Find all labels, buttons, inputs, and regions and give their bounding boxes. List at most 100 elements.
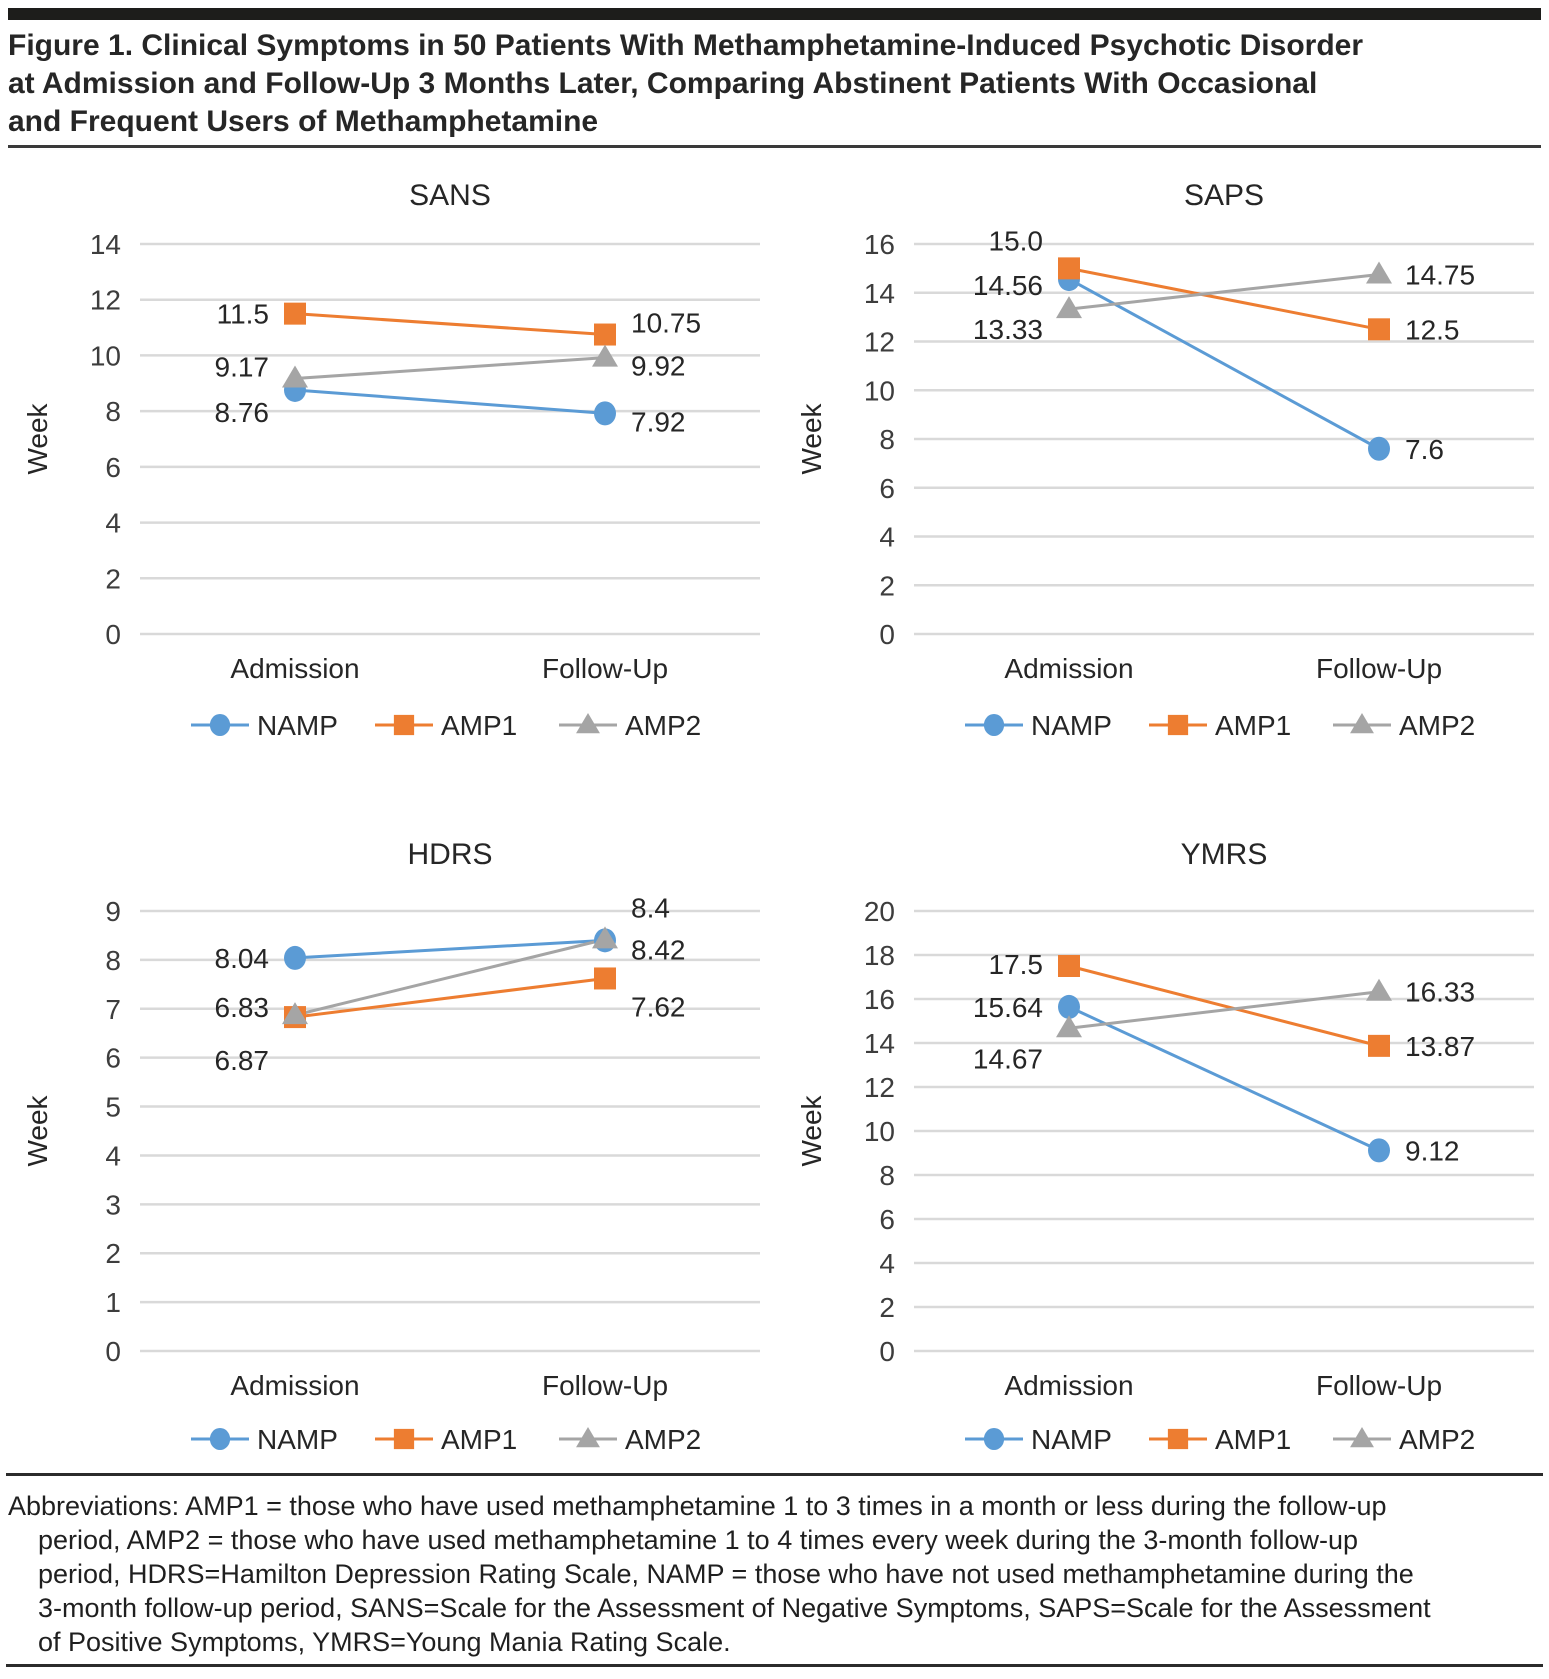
y-tick-label: 0 (105, 1336, 121, 1367)
triangle-marker (282, 365, 308, 388)
x-category-label: Admission (230, 653, 359, 684)
x-category-label: Follow-Up (542, 1370, 668, 1401)
y-tick-label: 6 (105, 1042, 121, 1073)
triangle-marker (1350, 712, 1374, 733)
chart-title: YMRS (1181, 838, 1268, 871)
series-line-amp1 (1068, 266, 1380, 331)
series-line-namp (1068, 1005, 1380, 1152)
circle-marker (1058, 994, 1080, 1019)
y-axis: 0 2 4 6 8 10 12 14 16 18 20 (864, 896, 1534, 1367)
triangle-marker (1056, 1014, 1082, 1037)
square-marker (393, 714, 415, 735)
series-line-amp1 (1068, 964, 1380, 1047)
data-label-amp1-follow-up: 10.75 (631, 307, 701, 338)
square-marker (594, 966, 616, 989)
data-label-amp2-follow-up: 8.42 (631, 934, 686, 965)
square-marker (1167, 714, 1189, 735)
y-tick-label: 4 (105, 1140, 121, 1171)
data-label-amp2-follow-up: 16.33 (1405, 976, 1475, 1007)
circle-marker (983, 713, 1005, 736)
abbreviations-note: Abbreviations: AMP1 = those who have use… (8, 1489, 1539, 1659)
bottom-rule (6, 1663, 1543, 1667)
series-line-namp (294, 938, 606, 959)
data-label-amp1-follow-up: 12.5 (1405, 314, 1460, 345)
square-marker (1167, 1428, 1189, 1449)
title-rule (8, 145, 1541, 148)
legend-label-namp: NAMP (1031, 1424, 1112, 1455)
legend-label-amp1: AMP1 (441, 710, 517, 741)
legend-label-amp2: AMP2 (625, 1424, 701, 1455)
series-line-amp2 (294, 937, 606, 1017)
y-tick-label: 12 (864, 1072, 895, 1103)
data-label-namp-admission: 8.76 (215, 396, 270, 427)
abbreviations-line-4: 3-month follow-up period, SANS=Scale for… (38, 1592, 1431, 1623)
legend-label-namp: NAMP (257, 710, 338, 741)
charts-grid: SANS 0 2 4 6 8 10 12 14 Week 8.76 7.92 11.5 10.75 9.17… (0, 161, 1549, 1466)
chart-svg-saps: SAPS 0 2 4 6 8 10 12 14 16 Week 14.56 7.6 15.0 12.5 13.… (796, 179, 1534, 741)
legend-label-namp: NAMP (257, 1424, 338, 1455)
data-label-amp1-follow-up: 7.62 (631, 991, 686, 1022)
triangle-marker (592, 925, 618, 948)
data-label-namp-follow-up: 9.12 (1405, 1135, 1460, 1166)
data-label-namp-follow-up: 7.6 (1405, 433, 1444, 464)
x-category-label: Follow-Up (1316, 1370, 1442, 1401)
data-label-amp1-follow-up: 13.87 (1405, 1030, 1475, 1061)
legend-label-amp1: AMP1 (1215, 1424, 1291, 1455)
circle-marker (983, 1427, 1005, 1450)
y-tick-label: 7 (105, 993, 121, 1024)
y-tick-label: 8 (105, 396, 121, 427)
x-category-label: Admission (1004, 1370, 1133, 1401)
y-tick-label: 10 (864, 1116, 895, 1147)
y-axis: 0 2 4 6 8 10 12 14 16 (864, 229, 1534, 650)
series-line-amp2 (1068, 989, 1380, 1030)
y-axis: 0 2 4 6 8 10 12 14 (90, 229, 760, 650)
legend-label-amp1: AMP1 (1215, 710, 1291, 741)
y-tick-label: 6 (879, 472, 895, 503)
y-tick-label: 18 (864, 940, 895, 971)
y-axis-title: Week (22, 402, 53, 474)
chart-saps: SAPS 0 2 4 6 8 10 12 14 16 Week 14.56 7.6 15.0 12.5 13.… (779, 161, 1544, 759)
x-category-label: Admission (1004, 653, 1133, 684)
circle-marker (1368, 1137, 1390, 1162)
x-category-label: Follow-Up (1316, 653, 1442, 684)
chart-hdrs: HDRS 0 1 2 3 4 5 6 7 8 9 Week 8.04 8.4 6.83 7.62 6.87 8.4… (5, 816, 770, 1466)
y-tick-label: 2 (879, 570, 895, 601)
data-label-namp-follow-up: 8.4 (631, 892, 670, 923)
y-axis-title: Week (22, 1094, 53, 1166)
chart-ymrs: YMRS 0 2 4 6 8 10 12 14 16 18 20 Week 15.64 9.12 17.5 13… (779, 816, 1544, 1466)
triangle-marker (1366, 978, 1392, 1001)
abbreviations-line-5: of Positive Symptoms, YMRS=Young Mania R… (38, 1626, 731, 1657)
y-tick-label: 5 (105, 1091, 121, 1122)
circle-marker (594, 400, 616, 425)
y-tick-label: 8 (879, 1160, 895, 1191)
abbreviations-top-rule (6, 1472, 1543, 1476)
series-line-namp (294, 387, 606, 415)
triangle-marker (576, 712, 600, 733)
data-label-amp1-admission: 11.5 (217, 298, 269, 329)
y-tick-label: 8 (879, 424, 895, 455)
y-tick-label: 10 (90, 340, 121, 371)
triangle-marker (282, 1001, 308, 1024)
top-rule (8, 8, 1541, 20)
legend: NAMP AMP1 AMP2 (965, 1424, 1475, 1455)
data-label-namp-admission: 14.56 (973, 270, 1043, 301)
y-tick-label: 0 (879, 1336, 895, 1367)
y-tick-label: 20 (864, 896, 895, 927)
triangle-marker (1366, 260, 1392, 283)
square-marker (393, 1428, 415, 1449)
legend-label-amp1: AMP1 (441, 1424, 517, 1455)
legend: NAMP AMP1 AMP2 (191, 1424, 701, 1455)
data-label-amp2-admission: 9.17 (215, 351, 270, 382)
y-tick-label: 1 (105, 1287, 121, 1318)
data-label-namp-admission: 8.04 (215, 942, 270, 973)
square-marker (284, 302, 306, 325)
y-tick-label: 0 (879, 619, 895, 650)
y-tick-label: 10 (864, 375, 895, 406)
abbreviations-line-2: period, AMP2 = those who have used metha… (38, 1524, 1358, 1555)
x-category-label: Admission (230, 1370, 359, 1401)
data-label-namp-admission: 15.64 (973, 991, 1043, 1022)
triangle-marker (592, 344, 618, 367)
y-tick-label: 8 (105, 944, 121, 975)
legend-label-amp2: AMP2 (1399, 710, 1475, 741)
